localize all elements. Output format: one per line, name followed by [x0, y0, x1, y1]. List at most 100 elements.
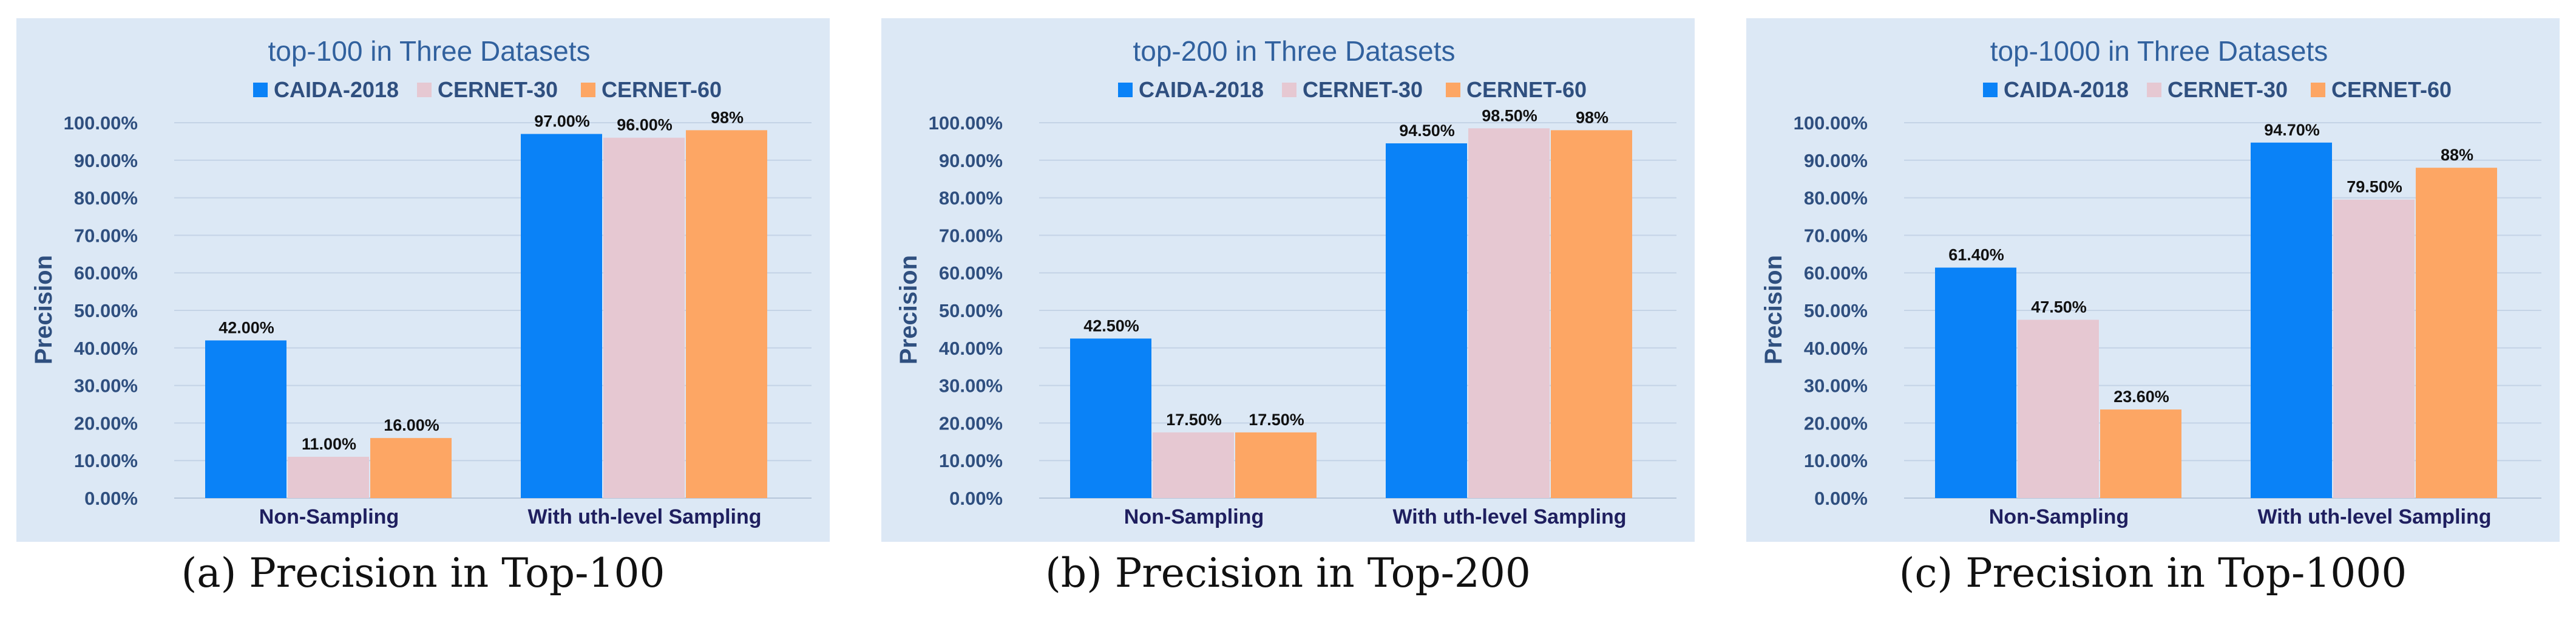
legend-swatch-caida-2018 [1983, 83, 1998, 97]
chart-top-100: top-100 in Three Datasets CAIDA-2018 CERNE… [30, 35, 812, 528]
data-label-caida-2018-with-uth-level-sampling: 94.70% [2264, 121, 2320, 139]
legend-swatch-cernet-60 [2311, 83, 2325, 97]
data-label-caida-2018-non-sampling: 42.00% [219, 318, 274, 337]
data-label-caida-2018-non-sampling: 42.50% [1083, 316, 1139, 335]
caption-a: (a) Precision in Top-100 [181, 550, 665, 596]
y-tick-label: 0.00% [84, 488, 138, 509]
bar-cernet-60-with-uth-level-sampling [2416, 168, 2497, 498]
chart-panel-top-1000: top-1000 in Three Datasets CAIDA-2018 CERN… [1746, 18, 2560, 542]
x-category-label-with-uth-level-sampling: With uth-level Sampling [2257, 505, 2491, 528]
x-category-label-non-sampling: Non-Sampling [1124, 505, 1264, 528]
legend-swatch-cernet-60 [581, 83, 595, 97]
data-label-cernet-30-with-uth-level-sampling: 98.50% [1482, 106, 1537, 125]
y-axis-label: Precision [30, 255, 57, 364]
y-tick-label: 100.00% [929, 112, 1003, 134]
y-tick-label: 100.00% [1794, 112, 1868, 134]
bar-cernet-60-with-uth-level-sampling [686, 130, 767, 499]
legend-label-cernet-30: CERNET-30 [1303, 77, 1423, 102]
y-axis-label: Precision [1760, 255, 1787, 364]
chart-panel-top-200: top-200 in Three Datasets CAIDA-2018 CERNE… [881, 18, 1695, 542]
data-label-cernet-60-with-uth-level-sampling: 88% [2441, 146, 2473, 164]
data-label-cernet-60-with-uth-level-sampling: 98% [1576, 108, 1608, 126]
bar-cernet-30-non-sampling [2018, 320, 2099, 498]
bar-caida-2018-non-sampling [1070, 338, 1151, 498]
data-label-cernet-30-non-sampling: 11.00% [302, 435, 356, 453]
bar-cernet-30-non-sampling [1153, 432, 1234, 498]
x-category-label-non-sampling: Non-Sampling [259, 505, 399, 528]
data-label-cernet-30-with-uth-level-sampling: 79.50% [2347, 178, 2402, 196]
chart-title: top-1000 in Three Datasets [1990, 35, 2328, 67]
y-tick-label: 90.00% [74, 150, 138, 171]
chart-panel-top-100: top-100 in Three Datasets CAIDA-2018 CERNE… [16, 18, 830, 542]
legend-label-caida-2018: CAIDA-2018 [2004, 77, 2129, 102]
legend-label-cernet-30: CERNET-30 [2168, 77, 2288, 102]
legend-swatch-cernet-30 [417, 83, 432, 97]
y-tick-label: 0.00% [1814, 488, 1868, 509]
bar-caida-2018-with-uth-level-sampling [521, 134, 602, 499]
bar-cernet-30-non-sampling [288, 457, 369, 498]
y-tick-label: 60.00% [74, 262, 138, 284]
y-tick-label: 70.00% [1804, 225, 1868, 246]
y-axis-label: Precision [895, 255, 922, 364]
y-tick-label: 60.00% [939, 262, 1003, 284]
legend-label-cernet-60: CERNET-60 [2331, 77, 2452, 102]
y-tick-label: 70.00% [74, 225, 138, 246]
legend-swatch-cernet-30 [2147, 83, 2161, 97]
x-category-label-with-uth-level-sampling: With uth-level Sampling [1392, 505, 1626, 528]
y-tick-label: 90.00% [1804, 150, 1868, 171]
bar-cernet-60-non-sampling [2100, 409, 2181, 498]
bar-caida-2018-non-sampling [1935, 267, 2016, 498]
bar-cernet-60-non-sampling [1235, 432, 1317, 498]
y-tick-label: 40.00% [74, 338, 138, 359]
legend-label-cernet-30: CERNET-30 [438, 77, 558, 102]
y-tick-label: 0.00% [949, 488, 1003, 509]
data-label-caida-2018-with-uth-level-sampling: 97.00% [534, 112, 590, 131]
y-tick-label: 20.00% [74, 412, 138, 434]
y-tick-label: 40.00% [939, 338, 1003, 359]
chart-title: top-200 in Three Datasets [1133, 35, 1455, 67]
legend-label-caida-2018: CAIDA-2018 [274, 77, 399, 102]
chart-title: top-100 in Three Datasets [268, 35, 590, 67]
bar-cernet-30-with-uth-level-sampling [2333, 199, 2415, 498]
data-label-cernet-60-with-uth-level-sampling: 98% [711, 108, 744, 126]
x-category-label-with-uth-level-sampling: With uth-level Sampling [527, 505, 761, 528]
y-tick-label: 30.00% [939, 375, 1003, 397]
data-label-cernet-30-non-sampling: 17.50% [1166, 411, 1222, 429]
bar-cernet-30-with-uth-level-sampling [1468, 128, 1550, 498]
data-label-caida-2018-with-uth-level-sampling: 94.50% [1399, 121, 1455, 140]
y-tick-label: 70.00% [939, 225, 1003, 246]
y-tick-label: 50.00% [939, 300, 1003, 321]
data-label-cernet-60-non-sampling: 16.00% [384, 416, 439, 434]
legend-swatch-cernet-30 [1282, 83, 1296, 97]
y-tick-label: 90.00% [939, 150, 1003, 171]
caption-c: (c) Precision in Top-1000 [1899, 550, 2407, 596]
y-tick-label: 50.00% [1804, 300, 1868, 321]
y-tick-label: 80.00% [1804, 188, 1868, 209]
y-tick-label: 50.00% [74, 300, 138, 321]
caption-b: (b) Precision in Top-200 [1045, 550, 1531, 596]
y-tick-label: 30.00% [1804, 375, 1868, 397]
chart-top-1000: top-1000 in Three Datasets CAIDA-2018 CERN… [1760, 35, 2541, 528]
legend-swatch-caida-2018 [253, 83, 268, 97]
bar-cernet-30-with-uth-level-sampling [603, 137, 685, 499]
y-tick-label: 20.00% [939, 412, 1003, 434]
data-label-cernet-30-with-uth-level-sampling: 96.00% [617, 116, 673, 134]
bar-caida-2018-non-sampling [205, 340, 286, 498]
y-tick-label: 80.00% [939, 188, 1003, 209]
y-tick-label: 60.00% [1804, 262, 1868, 284]
legend-swatch-caida-2018 [1118, 83, 1133, 97]
x-category-label-non-sampling: Non-Sampling [1989, 505, 2129, 528]
y-tick-label: 20.00% [1804, 412, 1868, 434]
data-label-caida-2018-non-sampling: 61.40% [1948, 246, 2004, 264]
y-tick-label: 10.00% [939, 450, 1003, 471]
data-label-cernet-30-non-sampling: 47.50% [2031, 298, 2087, 316]
y-tick-label: 80.00% [74, 188, 138, 209]
y-tick-label: 40.00% [1804, 338, 1868, 359]
data-label-cernet-60-non-sampling: 17.50% [1249, 411, 1304, 429]
bar-caida-2018-with-uth-level-sampling [2251, 142, 2332, 498]
chart-top-200: top-200 in Three Datasets CAIDA-2018 CERNE… [895, 35, 1676, 528]
legend-swatch-cernet-60 [1446, 83, 1460, 97]
bar-cernet-60-non-sampling [370, 438, 452, 498]
y-tick-label: 10.00% [1804, 450, 1868, 471]
y-tick-label: 30.00% [74, 375, 138, 397]
